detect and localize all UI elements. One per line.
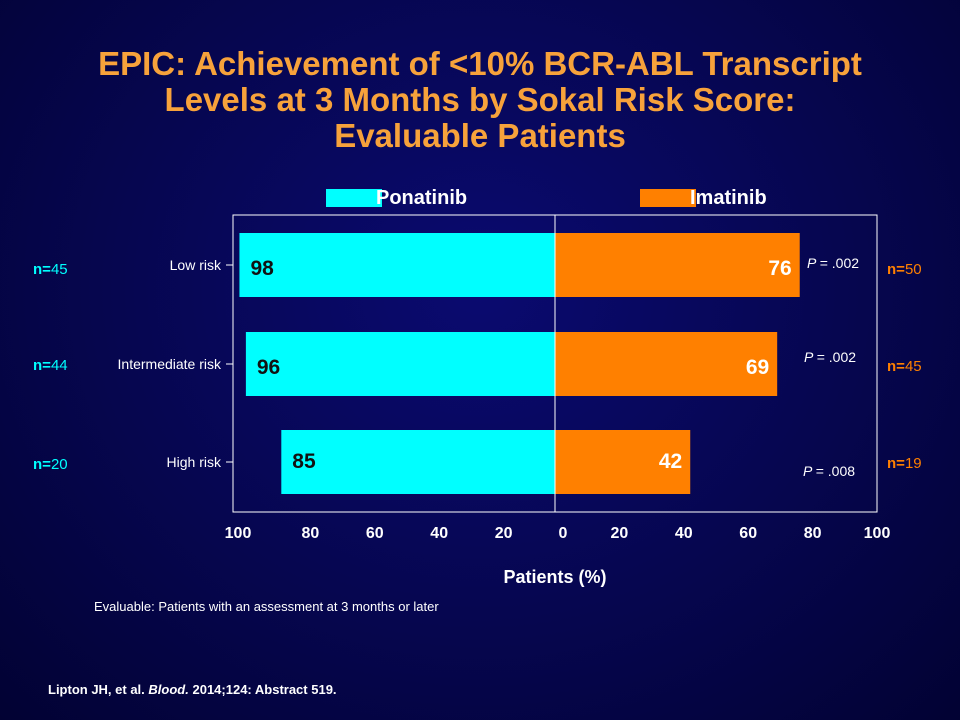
n-value-imatinib-1: 45 xyxy=(905,358,922,375)
legend-swatch-imatinib xyxy=(640,189,696,207)
n-label-imatinib-1: n=45 xyxy=(887,358,922,375)
n-value-imatinib-0: 50 xyxy=(905,261,922,278)
bar-ponatinib-2 xyxy=(281,430,555,494)
citation: Lipton JH, et al. Blood. 2014;124: Abstr… xyxy=(48,682,337,697)
title-line-1: EPIC: Achievement of <10% BCR-ABL Transc… xyxy=(98,45,862,82)
category-label-2: High risk xyxy=(167,454,222,470)
legend-item-imatinib: Imatinib xyxy=(640,187,800,211)
x-tick-left-3: 40 xyxy=(430,525,448,542)
p-value-2: P = .008 xyxy=(803,463,855,479)
n-value-imatinib-2: 19 xyxy=(905,455,922,472)
x-tick-left-2: 60 xyxy=(366,525,384,542)
x-tick-right-5: 100 xyxy=(864,525,891,542)
x-tick-left-0: 100 xyxy=(225,525,252,542)
slide-title: EPIC: Achievement of <10% BCR-ABL Transc… xyxy=(0,46,960,154)
citation-journal: Blood. xyxy=(148,682,189,697)
x-tick-right-4: 80 xyxy=(804,525,822,542)
n-prefix-ponatinib-1: n= xyxy=(33,357,51,374)
n-prefix-ponatinib-2: n= xyxy=(33,456,51,473)
legend-label-imatinib: Imatinib xyxy=(690,187,767,209)
p-value-0: P = .002 xyxy=(807,255,859,271)
p-symbol-0: P xyxy=(807,255,820,271)
x-axis-label: Patients (%) xyxy=(503,567,606,587)
x-tick-right-2: 40 xyxy=(675,525,693,542)
n-label-ponatinib-0: n=45 xyxy=(33,261,68,278)
p-value-1: P = .002 xyxy=(804,349,856,365)
bar-ponatinib-1 xyxy=(245,332,555,396)
category-label-1: Intermediate risk xyxy=(118,356,222,372)
title-line-3: Evaluable Patients xyxy=(334,117,626,154)
p-number-2: = .008 xyxy=(816,463,856,479)
bar-imatinib-2 xyxy=(555,430,691,494)
p-number-1: = .002 xyxy=(817,349,857,365)
x-tick-right-3: 60 xyxy=(739,525,757,542)
bar-imatinib-0 xyxy=(555,233,800,297)
p-number-0: = .002 xyxy=(820,255,860,271)
value-label-ponatinib-0: 98 xyxy=(250,257,274,280)
value-label-imatinib-0: 76 xyxy=(768,257,791,280)
n-prefix-imatinib-2: n= xyxy=(887,455,905,472)
n-value-ponatinib-1: 44 xyxy=(51,357,68,374)
bar-imatinib-1 xyxy=(555,332,778,396)
x-tick-right-1: 20 xyxy=(611,525,629,542)
legend-item-ponatinib: Ponatinib xyxy=(326,187,496,211)
legend-label-ponatinib: Ponatinib xyxy=(376,187,468,209)
p-symbol-2: P xyxy=(803,463,816,479)
legend-swatch-ponatinib xyxy=(326,189,382,207)
citation-details: 2014;124: Abstract 519. xyxy=(192,682,337,697)
n-prefix-imatinib-1: n= xyxy=(887,358,905,375)
x-tick-right-0: 0 xyxy=(559,525,568,542)
p-symbol-1: P xyxy=(804,349,817,365)
citation-authors: Lipton JH, et al. xyxy=(48,682,145,697)
value-label-imatinib-1: 69 xyxy=(746,356,769,379)
x-tick-left-4: 20 xyxy=(495,525,513,542)
n-label-ponatinib-1: n=44 xyxy=(33,357,68,374)
x-tick-left-1: 80 xyxy=(302,525,320,542)
value-label-ponatinib-1: 96 xyxy=(257,356,280,379)
n-prefix-ponatinib-0: n= xyxy=(33,261,51,278)
bar-ponatinib-0 xyxy=(239,233,555,297)
category-label-0: Low risk xyxy=(170,257,222,273)
n-label-imatinib-2: n=19 xyxy=(887,455,922,472)
value-label-imatinib-2: 42 xyxy=(659,450,682,473)
n-label-ponatinib-2: n=20 xyxy=(33,456,68,473)
n-value-ponatinib-0: 45 xyxy=(51,261,68,278)
value-label-ponatinib-2: 85 xyxy=(292,450,316,473)
n-prefix-imatinib-0: n= xyxy=(887,261,905,278)
title-line-2: Levels at 3 Months by Sokal Risk Score: xyxy=(164,81,796,118)
n-value-ponatinib-2: 20 xyxy=(51,456,68,473)
n-label-imatinib-0: n=50 xyxy=(887,261,922,278)
footnote: Evaluable: Patients with an assessment a… xyxy=(94,599,439,614)
